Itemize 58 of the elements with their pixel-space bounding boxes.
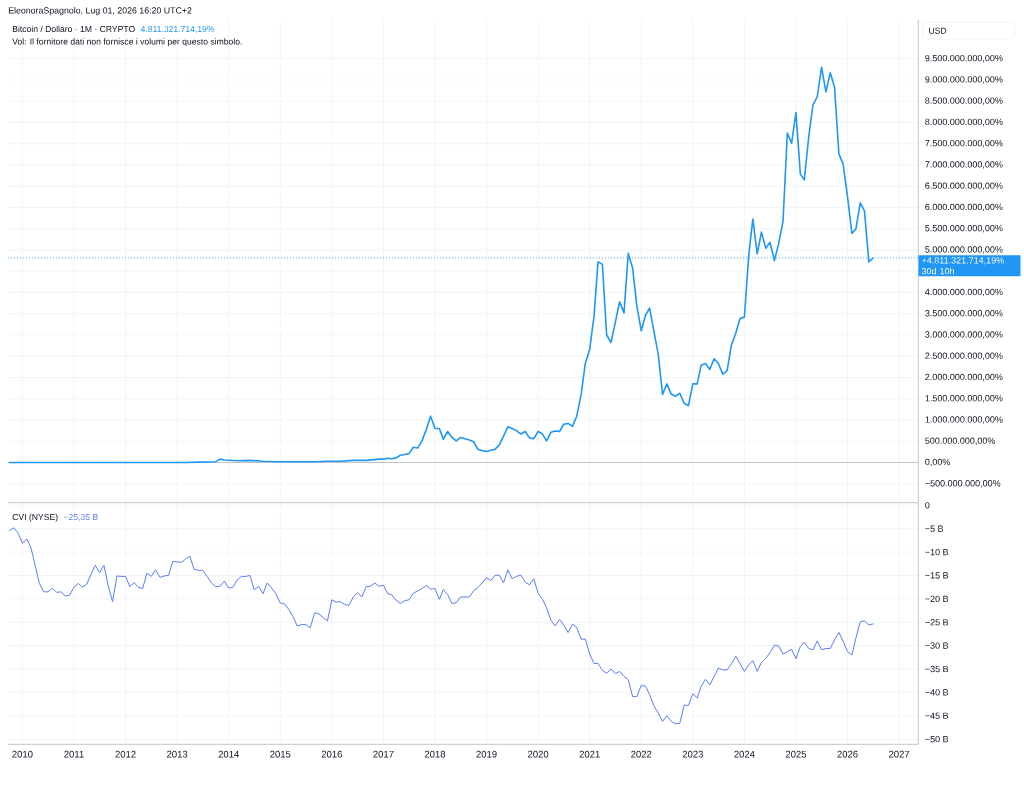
y-tick-label: 5.000.000.000,00% [925, 246, 1003, 254]
x-tick-label: 2017 [373, 750, 394, 758]
x-tick-label: 2020 [528, 750, 549, 758]
y-tick-label: 2.000.000.000,00% [925, 373, 1003, 382]
x-tick-label: 2024 [734, 750, 755, 758]
text: 30d 10h [921, 267, 954, 275]
x-tick-label: 2022 [631, 750, 652, 758]
x-tick-label: 2010 [12, 750, 33, 758]
y-tick-label: 7.000.000.000,00% [925, 161, 1003, 169]
y-tick-label: −5 B [925, 525, 944, 532]
annotation: −25,35 B [63, 514, 98, 522]
y-tick-label: −35 B [925, 665, 949, 673]
x-tick-label: 2018 [424, 750, 446, 758]
y-tick-label: −20 B [925, 595, 949, 603]
annotation: 4.811.321.714,19% [140, 25, 215, 34]
y-tick-label: 6.500.000.000,00% [925, 182, 1003, 190]
text: Bitcoin / Dollaro · 1M · CRYPTO [12, 25, 135, 33]
y-tick-label: 2.500.000.000,00% [925, 352, 1003, 360]
y-tick-label: −30 B [925, 642, 949, 649]
x-tick-label: 2023 [682, 750, 703, 758]
y-tick-label: 5.500.000.000,00% [925, 225, 1003, 233]
y-tick-label: 6.000.000.000,00% [925, 203, 1003, 212]
y-tick-label: −10 B [925, 548, 949, 556]
y-tick-label: 0 [925, 502, 930, 509]
y-axis-title: USD [929, 27, 947, 34]
y-tick-label: 3.000.000.000,00% [925, 331, 1003, 339]
x-tick-label: 2015 [270, 750, 291, 758]
ref-line-label: +4.811.321.714,19% [921, 257, 1004, 265]
y-tick-label: 500.000.000,00% [925, 437, 996, 445]
y-tick-label: 3.500.000.000,00% [925, 310, 1003, 318]
x-tick-label: 2021 [579, 750, 600, 758]
x-tick-label: 2011 [64, 750, 84, 758]
x-tick-label: 2025 [785, 750, 807, 758]
y-tick-label: 7.500.000.000,00% [925, 139, 1003, 148]
y-tick-label: −45 B [925, 712, 949, 719]
y-tick-label: −25 B [925, 619, 949, 626]
y-tick-label: 9.000.000.000,00% [925, 76, 1003, 84]
annotation: Vol: Il fornitore dati non fornisce i volumi per questo simbolo. [12, 38, 242, 47]
x-tick-label: 2027 [889, 750, 910, 758]
y-tick-label: 9.500.000.000,00% [925, 54, 1003, 63]
y-tick-label: 4.000.000.000,00% [925, 288, 1003, 297]
x-tick-label: 2012 [115, 750, 136, 758]
y-tick-label: −40 B [925, 689, 949, 696]
x-tick-label: 2026 [837, 750, 858, 758]
y-tick-label: −500.000.000,00% [925, 480, 1001, 488]
y-tick-label: 1.000.000.000,00% [925, 416, 1003, 424]
y-tick-label: 1.500.000.000,00% [925, 395, 1003, 403]
y-tick-label: −15 B [925, 572, 949, 579]
y-tick-label: 8.000.000.000,00% [925, 118, 1003, 127]
text: EleonoraSpagnolo, Lug 01, 2026 16:20 UTC+2 [8, 7, 192, 16]
x-tick-label: 2013 [167, 750, 188, 758]
x-tick-label: 2019 [476, 750, 497, 758]
text: CVI (NYSE) [12, 513, 58, 522]
y-tick-label: 0,00% [925, 458, 951, 467]
x-tick-label: 2016 [321, 750, 342, 758]
y-tick-label: 8.500.000.000,00% [925, 97, 1003, 105]
x-tick-label: 2014 [218, 750, 239, 758]
y-tick-label: −50 B [925, 735, 949, 743]
